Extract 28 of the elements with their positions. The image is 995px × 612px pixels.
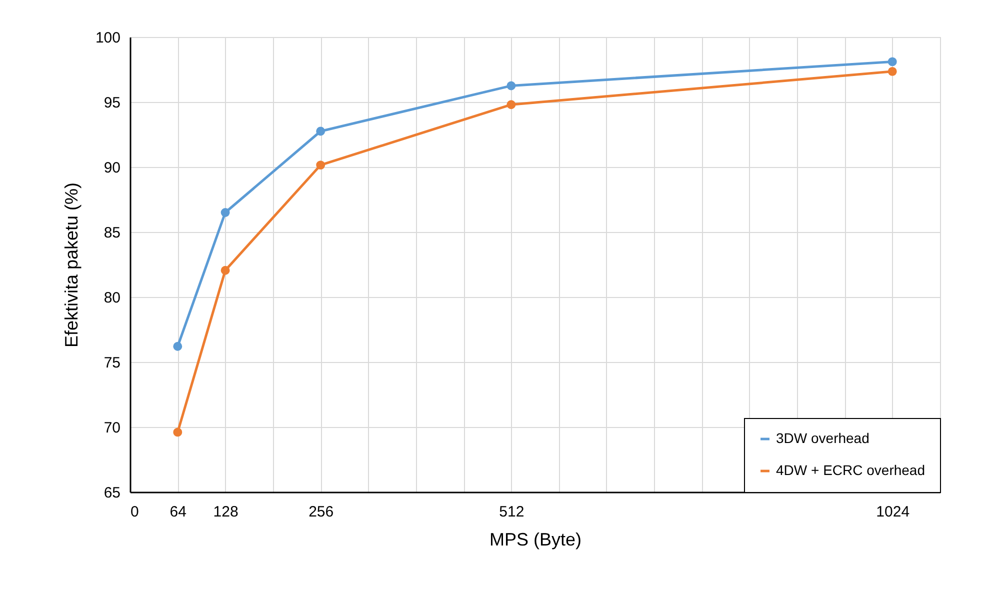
legend-label: 4DW + ECRC overhead [776,462,926,478]
y-tick-label: 95 [104,94,120,112]
point [888,57,897,66]
y-tick-label: 65 [104,484,120,502]
point [173,342,182,351]
y-tick-label: 100 [95,30,120,46]
y-tick-label: 75 [104,354,120,372]
y-tick-label: 90 [104,160,120,176]
x-tick-label: 0 [130,504,139,520]
x-tick-label: 512 [499,504,524,520]
y-tick-label: 80 [104,290,120,306]
point [173,428,182,437]
point [220,208,230,217]
x-tick-label: 128 [213,504,238,520]
x-tick-label: 1024 [876,504,910,520]
y-tick-label: 70 [104,420,120,436]
y-tick-label: 85 [104,224,120,242]
point [888,66,897,76]
point [506,100,516,110]
y-axis-title: Efektivita paketu (%) [61,182,82,348]
legend-label: 3DW overhead [776,430,870,446]
x-tick-label: 64 [170,504,186,520]
x-axis-title: MPS (Byte) [489,530,582,550]
x-tick-label: 256 [308,504,334,520]
point [316,126,326,136]
point [316,160,326,170]
point [220,266,230,275]
point [506,81,516,90]
